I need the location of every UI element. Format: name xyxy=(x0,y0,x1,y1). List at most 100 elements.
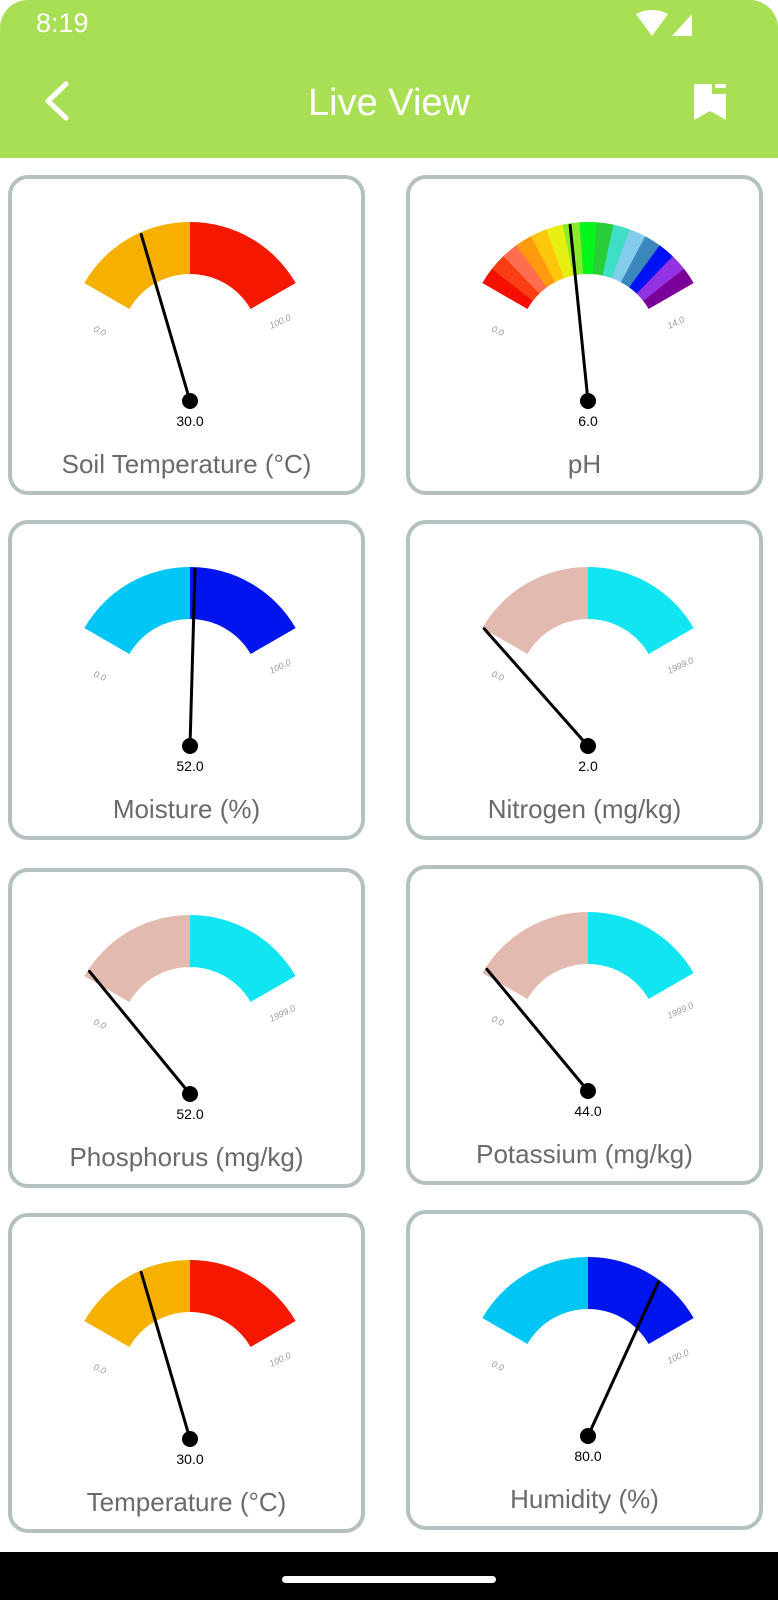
gauge-min-label: 0.0 xyxy=(92,1017,108,1031)
gauge-card[interactable]: 0.0 100.0 52.0 Moisture (%) xyxy=(8,520,365,840)
gauge-segment xyxy=(190,222,296,309)
gauge-dial: 0.0 100.0 30.0 xyxy=(84,1260,296,1467)
gauge-min-label: 0.0 xyxy=(92,669,108,683)
gauge-value: 52.0 xyxy=(176,1106,203,1122)
gauge-segment xyxy=(546,224,574,279)
gauge-max-label: 14.0 xyxy=(666,314,686,330)
gauge-dial: 0.0 100.0 52.0 xyxy=(84,567,296,774)
gauge-needle xyxy=(568,223,590,403)
gauge-segment xyxy=(84,915,191,1002)
gauge-max-label: 100.0 xyxy=(268,312,293,331)
gauge-needle-hub xyxy=(182,1431,198,1447)
gauge-value: 2.0 xyxy=(578,758,598,774)
gauge-segment xyxy=(190,567,296,654)
gauge-card[interactable]: 0.0 14.0 6.0 pH xyxy=(406,175,763,495)
gauge-needle-hub xyxy=(580,393,596,409)
gauge-dial: 0.0 1999.0 52.0 xyxy=(84,915,297,1122)
wifi-icon xyxy=(636,10,668,36)
gauge-value: 30.0 xyxy=(176,413,203,429)
gauge-segment xyxy=(588,567,694,654)
gauge-min-label: 0.0 xyxy=(92,1362,108,1376)
page-title: Live View xyxy=(308,82,470,124)
gauge-needle xyxy=(87,969,192,1096)
gauge-segment xyxy=(491,255,540,301)
gauge-needle-hub xyxy=(580,738,596,754)
gauge-label: Nitrogen (mg/kg) xyxy=(487,794,682,824)
gauge-card[interactable]: 0.0 100.0 30.0 Temperature (°C) xyxy=(8,1213,365,1533)
gauge-max-label: 100.0 xyxy=(268,1350,293,1369)
gauge-label: Temperature (°C) xyxy=(86,1487,287,1517)
gauge-value: 52.0 xyxy=(176,758,203,774)
gauge-needle-hub xyxy=(182,393,198,409)
gauge-needle-hub xyxy=(182,1086,198,1102)
gauge-segment xyxy=(482,268,534,309)
gauge-segment xyxy=(643,268,694,309)
status-time: 8:19 xyxy=(36,8,89,38)
gauge-label: Phosphorus (mg/kg) xyxy=(69,1142,304,1172)
gauge-segment xyxy=(503,244,548,294)
gauge-needle xyxy=(139,1270,192,1441)
gauge-segment xyxy=(611,229,646,283)
gauge-needle xyxy=(188,567,197,748)
gauge-segment xyxy=(530,229,565,283)
gauge-max-label: 100.0 xyxy=(268,657,293,676)
gauge-segment xyxy=(190,915,296,1002)
gauge-needle xyxy=(482,627,590,748)
gauge-label: Humidity (%) xyxy=(510,1484,659,1514)
gauge-min-label: 0.0 xyxy=(490,1359,506,1373)
gauge-value: 30.0 xyxy=(176,1451,203,1467)
back-arrow-icon[interactable] xyxy=(36,78,82,124)
gauge-dial: 0.0 1999.0 44.0 xyxy=(482,912,695,1119)
gauge-segment xyxy=(636,256,685,302)
gauge-segment xyxy=(516,235,556,288)
gauge-card[interactable]: 0.0 1999.0 52.0 Phosphorus (mg/kg) xyxy=(8,868,365,1188)
app-bar: 8:19 Live View xyxy=(0,0,778,158)
home-indicator[interactable] xyxy=(282,1576,496,1583)
gauge-max-label: 100.0 xyxy=(666,1347,691,1366)
gauge-segment xyxy=(84,567,191,654)
gauge-min-label: 0.0 xyxy=(490,1014,506,1028)
gauge-segment xyxy=(579,222,598,275)
gauge-segment xyxy=(190,1260,296,1347)
gauge-max-label: 1999.0 xyxy=(666,655,695,676)
gauge-needle xyxy=(139,232,192,403)
status-icons xyxy=(636,10,692,36)
cell-signal-icon xyxy=(672,14,692,36)
gauge-needle-hub xyxy=(182,738,198,754)
gauge-value: 44.0 xyxy=(574,1103,601,1119)
gauge-value: 6.0 xyxy=(578,413,598,429)
gauge-segment xyxy=(588,912,694,999)
gauge-dial: 0.0 100.0 30.0 xyxy=(84,222,296,429)
gauge-card[interactable]: 0.0 100.0 30.0 Soil Temperature (°C) xyxy=(8,175,365,495)
gauge-max-label: 1999.0 xyxy=(268,1003,297,1024)
bookmark-icon[interactable] xyxy=(690,80,730,124)
gauge-min-label: 0.0 xyxy=(92,324,108,338)
gauge-segment xyxy=(629,245,674,294)
gauge-min-label: 0.0 xyxy=(490,324,506,338)
gauge-dial: 0.0 100.0 80.0 xyxy=(482,1257,694,1464)
gauge-segment xyxy=(602,224,631,279)
gauge-dial: 0.0 1999.0 2.0 xyxy=(482,567,695,774)
gauge-min-label: 0.0 xyxy=(490,669,506,683)
gauge-segment xyxy=(84,222,191,309)
system-nav-bar xyxy=(0,1552,778,1600)
gauge-needle-hub xyxy=(580,1428,596,1444)
gauge-segment xyxy=(84,1260,191,1347)
gauge-max-label: 1999.0 xyxy=(666,1000,695,1021)
gauge-dial: 0.0 14.0 6.0 xyxy=(482,222,694,429)
gauge-label: pH xyxy=(567,449,602,479)
gauge-needle xyxy=(485,967,590,1093)
gauge-segment xyxy=(592,222,614,276)
gauge-value: 80.0 xyxy=(574,1448,601,1464)
gauge-label: Moisture (%) xyxy=(112,794,261,824)
gauge-segment xyxy=(588,1257,694,1344)
gauge-label: Potassium (mg/kg) xyxy=(476,1139,693,1169)
gauge-segment xyxy=(482,567,589,654)
gauge-needle xyxy=(586,1280,661,1438)
gauge-needle-hub xyxy=(580,1083,596,1099)
gauge-segment xyxy=(482,1257,589,1344)
gauge-label: Soil Temperature (°C) xyxy=(61,449,312,479)
gauge-card[interactable]: 0.0 1999.0 2.0 Nitrogen (mg/kg) xyxy=(406,520,763,840)
gauge-card[interactable]: 0.0 100.0 80.0 Humidity (%) xyxy=(406,1210,763,1530)
gauge-card[interactable]: 0.0 1999.0 44.0 Potassium (mg/kg) xyxy=(406,865,763,1185)
